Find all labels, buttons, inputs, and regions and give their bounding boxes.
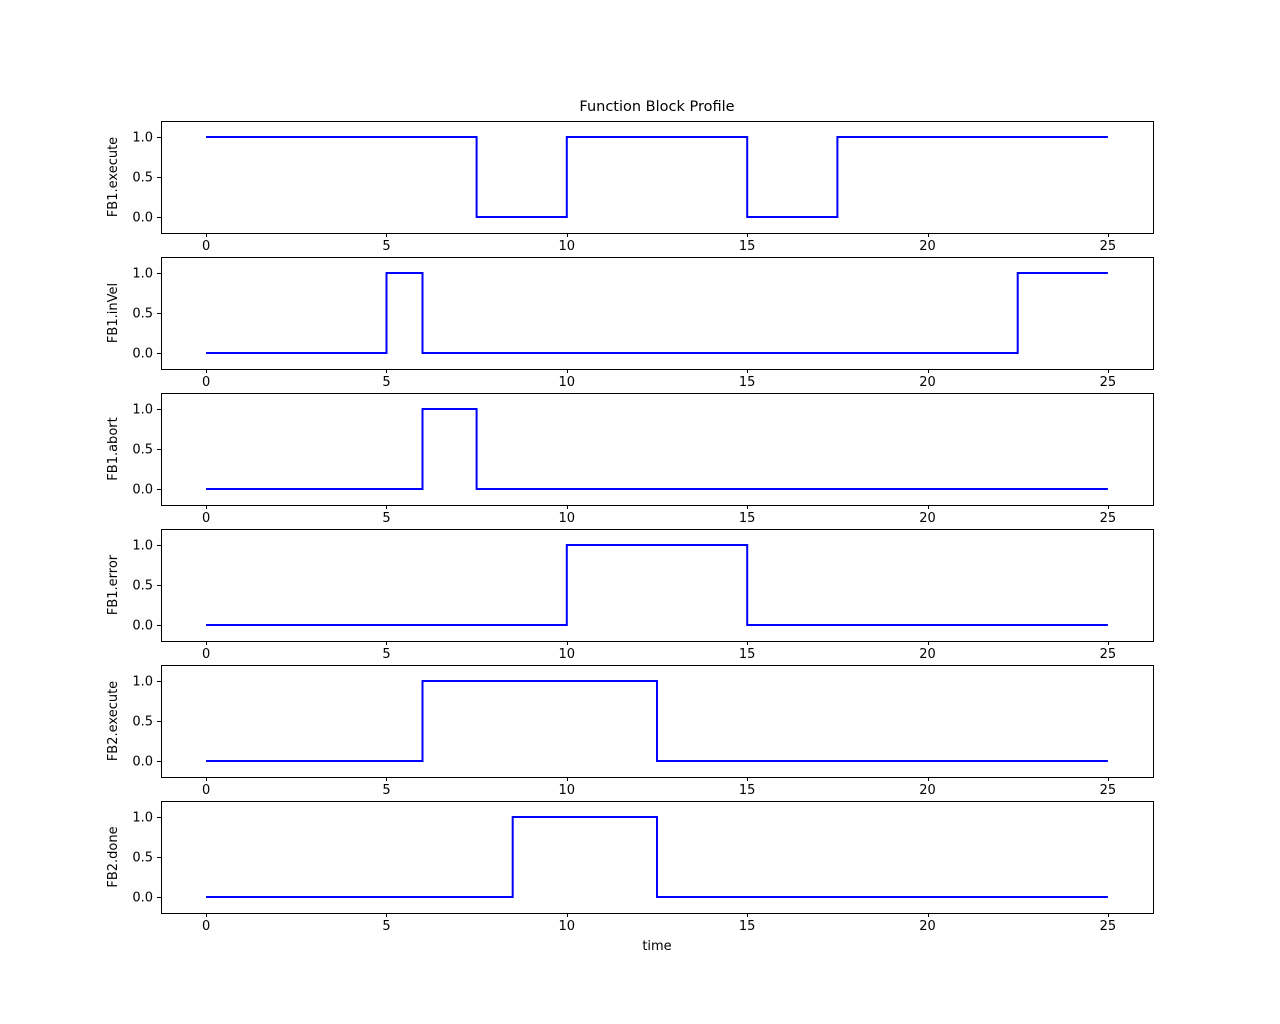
y-tick-label: 1.0 (132, 539, 153, 554)
axes-frame (161, 393, 1154, 506)
y-axis-label: FB1.error (106, 554, 121, 615)
x-tick-label: 0 (202, 375, 210, 390)
y-tick-label: 0.5 (132, 443, 153, 458)
signal-line-fb1-execute (206, 136, 1108, 218)
subplot-fb1-execute: 0 5 10 15 20 25 0.0 0.5 1.0 FB1.execute (106, 121, 1154, 254)
x-tick-label: 25 (1100, 239, 1117, 254)
axes-frame (161, 121, 1154, 234)
x-tick-label: 20 (919, 375, 936, 390)
x-tick-label: 15 (739, 511, 756, 526)
subplot-fb1-error: 0 5 10 15 20 25 0.0 0.5 1.0 FB1.error (106, 529, 1154, 662)
x-tick-label: 20 (919, 783, 936, 798)
x-tick-label: 20 (919, 239, 936, 254)
x-tick-label: 0 (202, 647, 210, 662)
x-tick-label: 5 (382, 239, 390, 254)
x-tick-label: 0 (202, 239, 210, 254)
signal-line-fb1-invel (206, 272, 1108, 354)
y-tick-label: 0.5 (132, 579, 153, 594)
signal-line-fb2-done (206, 816, 1108, 898)
y-tick-label: 0.0 (132, 347, 153, 362)
subplot-fb1-invel: 0 5 10 15 20 25 0.0 0.5 1.0 FB1.inVel (106, 257, 1154, 390)
x-tick-label: 15 (739, 783, 756, 798)
signal-line-fb2-execute (206, 680, 1108, 762)
subplot-fb2-execute: 0 5 10 15 20 25 0.0 0.5 1.0 FB2.execute (106, 665, 1154, 798)
x-tick-label: 20 (919, 647, 936, 662)
x-tick-label: 0 (202, 919, 210, 934)
x-tick-label: 10 (559, 239, 576, 254)
y-tick-label: 0.5 (132, 307, 153, 322)
axes-frame (161, 529, 1154, 642)
x-tick-label: 15 (739, 647, 756, 662)
x-tick-label: 10 (559, 511, 576, 526)
x-tick-label: 25 (1100, 919, 1117, 934)
y-tick-label: 0.0 (132, 483, 153, 498)
y-axis-label: FB2.execute (106, 681, 121, 761)
x-tick-label: 10 (559, 919, 576, 934)
y-tick-label: 0.0 (132, 211, 153, 226)
axes-frame (161, 257, 1154, 370)
x-tick-label: 5 (382, 919, 390, 934)
y-tick-label: 1.0 (132, 267, 153, 282)
y-tick-label: 0.0 (132, 891, 153, 906)
y-axis-label: FB1.execute (106, 137, 121, 217)
x-tick-label: 25 (1100, 647, 1117, 662)
y-axis-label: FB1.inVel (106, 283, 121, 343)
x-tick-label: 25 (1100, 375, 1117, 390)
subplot-fb2-done: 0 5 10 15 20 25 0.0 0.5 1.0 FB2.done (106, 801, 1154, 934)
y-tick-label: 1.0 (132, 131, 153, 146)
x-tick-label: 5 (382, 647, 390, 662)
signal-line-fb1-error (206, 544, 1108, 626)
y-tick-label: 0.0 (132, 619, 153, 634)
x-tick-label: 15 (739, 375, 756, 390)
y-tick-label: 0.5 (132, 171, 153, 186)
y-tick-label: 0.5 (132, 851, 153, 866)
x-tick-label: 5 (382, 375, 390, 390)
x-tick-label: 25 (1100, 783, 1117, 798)
x-tick-label: 5 (382, 511, 390, 526)
x-tick-label: 0 (202, 783, 210, 798)
x-tick-label: 0 (202, 511, 210, 526)
y-tick-label: 0.0 (132, 755, 153, 770)
chart-title: Function Block Profile (579, 99, 735, 115)
signal-line-fb1-abort (206, 408, 1108, 490)
x-tick-label: 10 (559, 783, 576, 798)
axes-frame (161, 665, 1154, 778)
y-tick-label: 1.0 (132, 403, 153, 418)
x-tick-label: 15 (739, 239, 756, 254)
subplot-fb1-abort: 0 5 10 15 20 25 0.0 0.5 1.0 FB1.abort (106, 393, 1154, 526)
x-tick-label: 15 (739, 919, 756, 934)
y-tick-label: 1.0 (132, 675, 153, 690)
y-axis-label: FB2.done (106, 826, 121, 887)
x-tick-label: 25 (1100, 511, 1117, 526)
axes-frame (161, 801, 1154, 914)
y-tick-label: 0.5 (132, 715, 153, 730)
y-tick-label: 1.0 (132, 811, 153, 826)
x-tick-label: 10 (559, 647, 576, 662)
x-tick-label: 20 (919, 919, 936, 934)
x-tick-label: 20 (919, 511, 936, 526)
x-tick-label: 10 (559, 375, 576, 390)
x-axis-label: time (642, 939, 672, 954)
x-tick-label: 5 (382, 783, 390, 798)
y-axis-label: FB1.abort (106, 417, 121, 480)
